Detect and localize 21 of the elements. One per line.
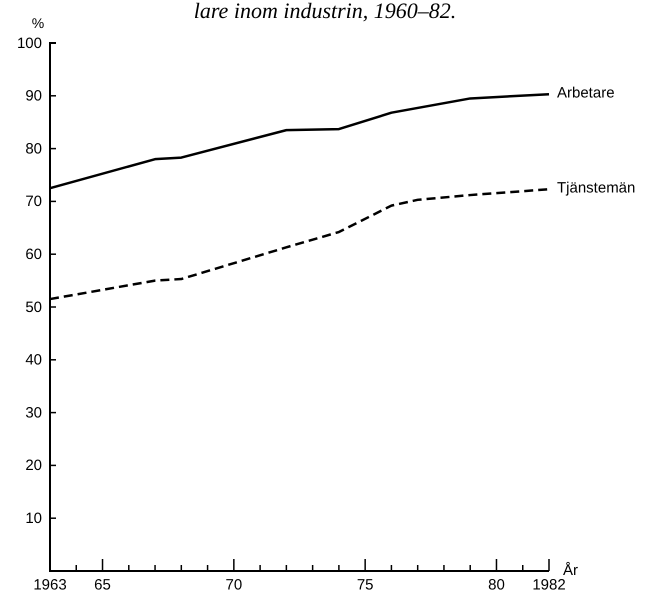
x-tick-label: 65 [94, 576, 111, 592]
x-axis-title: År [563, 561, 578, 579]
series-label: Arbetare [557, 84, 615, 102]
y-tick-label: 30 [25, 404, 42, 422]
y-tick-label: 60 [25, 246, 42, 263]
x-tick-label: 1982 [532, 576, 566, 592]
x-tick-label: 1963 [33, 576, 67, 592]
y-tick-label: 100 [16, 34, 42, 52]
x-tick-label: 70 [226, 576, 242, 592]
y-tick-label: 40 [25, 352, 42, 369]
y-tick-label: 90 [25, 88, 42, 105]
x-tick-label: 80 [488, 576, 505, 592]
y-tick-label: 70 [25, 193, 42, 210]
series-label: Tjänstemän [557, 180, 636, 197]
y-tick-label: 80 [25, 140, 42, 158]
x-tick-label: 75 [356, 576, 374, 592]
y-axis-title: % [32, 15, 44, 31]
y-tick-label: 20 [25, 457, 42, 474]
chart-title: lare inom industrin, 1960–82. [194, 0, 456, 23]
y-tick-label: 50 [25, 298, 42, 316]
y-tick-label: 10 [25, 510, 42, 527]
